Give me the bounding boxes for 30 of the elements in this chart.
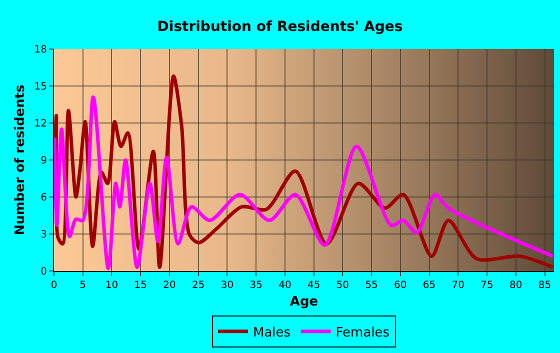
y-tick-label: 18	[34, 44, 47, 56]
y-tick-label: 6	[40, 192, 47, 204]
x-tick-label: 80	[510, 280, 522, 291]
chart-title: Distribution of Residents' Ages	[157, 18, 403, 35]
x-tick-label: 15	[134, 280, 147, 291]
y-tick-label: 12	[34, 118, 47, 130]
x-axis-title: Age	[290, 294, 318, 310]
y-tick-label: 15	[34, 82, 47, 92]
x-tick-label: 40	[278, 280, 292, 291]
legend-label: Males	[253, 325, 291, 340]
y-tick-label: 9	[40, 156, 47, 166]
x-tick-label: 65	[422, 280, 436, 291]
x-tick-label: 75	[480, 280, 494, 291]
x-tick-label: 20	[163, 280, 176, 291]
x-tick-label: 45	[307, 280, 320, 291]
x-tick-label: 30	[220, 280, 234, 291]
x-tick-label: 60	[394, 280, 407, 291]
x-tick-label: 25	[192, 280, 205, 291]
y-axis-title: Number of residents	[13, 84, 28, 236]
x-tick-label: 35	[250, 280, 262, 291]
x-tick-label: 50	[336, 280, 350, 291]
x-tick-label: 70	[452, 280, 465, 291]
x-tick-label: 10	[105, 280, 118, 291]
x-tick-label: 85	[538, 280, 552, 291]
x-tick-label: 0	[50, 280, 58, 291]
legend-label: Females	[336, 325, 390, 340]
y-tick-label: 3	[40, 230, 47, 240]
x-tick-label: 5	[80, 280, 86, 291]
x-tick-label: 55	[365, 280, 378, 291]
y-tick-label: 0	[40, 266, 47, 278]
